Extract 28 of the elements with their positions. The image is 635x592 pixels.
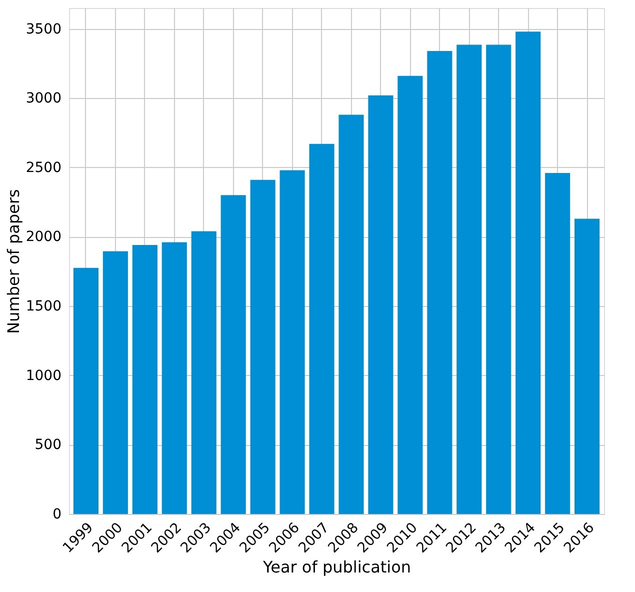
bar	[250, 180, 276, 514]
bar	[398, 76, 423, 514]
bar	[545, 172, 570, 514]
bar	[516, 32, 541, 514]
y-axis-title: Number of papers	[4, 189, 23, 334]
bar	[427, 50, 452, 514]
bar	[456, 44, 482, 514]
bar	[162, 242, 187, 514]
y-tick-label: 2000	[26, 229, 62, 246]
bar	[309, 144, 334, 514]
x-axis-title: Year of publication	[262, 558, 412, 577]
y-tick-label: 3000	[26, 90, 62, 107]
bar	[280, 170, 305, 514]
y-tick-label: 1000	[26, 368, 62, 384]
bar	[102, 251, 128, 514]
bar	[338, 114, 364, 514]
y-tick-label: 0	[52, 506, 62, 522]
y-tick-label: 500	[34, 437, 62, 454]
bar	[574, 218, 600, 514]
bar	[368, 95, 394, 514]
bar	[191, 231, 216, 514]
y-tick-label: 3500	[26, 21, 62, 38]
bar	[486, 44, 512, 514]
bar	[73, 268, 98, 514]
bar	[220, 195, 246, 514]
bar	[132, 245, 158, 514]
y-tick-label: 1500	[26, 298, 62, 315]
y-tick-label: 2500	[26, 160, 62, 176]
